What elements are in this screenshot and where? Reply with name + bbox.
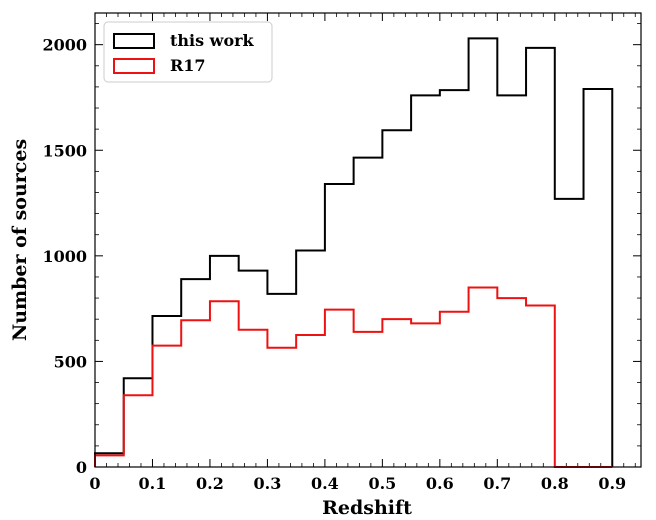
x-tick-label: 0.3 <box>253 474 281 493</box>
x-tick-label: 0 <box>89 474 100 493</box>
legend-label-r17: R17 <box>170 56 206 75</box>
y-tick-label: 1000 <box>42 247 87 266</box>
x-tick-label: 0.7 <box>483 474 511 493</box>
legend-box <box>103 21 273 83</box>
x-tick-label: 0.4 <box>311 474 339 493</box>
series-line-r17 <box>94 286 613 468</box>
minor-ticks <box>95 13 641 467</box>
x-tick-label: 0.2 <box>196 474 224 493</box>
y-axis-title: Number of sources <box>9 139 31 341</box>
legend: this work R17 <box>103 21 273 83</box>
series-layer <box>94 37 614 468</box>
x-axis-title: Redshift <box>322 497 412 519</box>
x-tick-label: 0.6 <box>426 474 454 493</box>
series-line-this-work <box>94 37 614 467</box>
legend-swatch-this-work <box>113 33 155 49</box>
y-tick-labels: 0 500 1000 1500 2000 <box>42 36 87 477</box>
legend-swatch-r17 <box>113 58 155 74</box>
plot-frame <box>94 12 642 468</box>
y-tick-label: 2000 <box>42 36 87 55</box>
x-tick-label: 0.8 <box>541 474 569 493</box>
y-tick-label: 0 <box>76 458 87 477</box>
y-tick-label: 500 <box>54 352 87 371</box>
legend-label-this-work: this work <box>170 31 255 50</box>
x-tick-label: 0.9 <box>598 474 626 493</box>
x-tick-labels: 0 0.1 0.2 0.3 0.4 0.5 0.6 0.7 0.8 0.9 <box>89 474 626 493</box>
y-tick-label: 1500 <box>42 141 87 160</box>
x-tick-label: 0.1 <box>139 474 167 493</box>
x-tick-label: 0.5 <box>368 474 396 493</box>
